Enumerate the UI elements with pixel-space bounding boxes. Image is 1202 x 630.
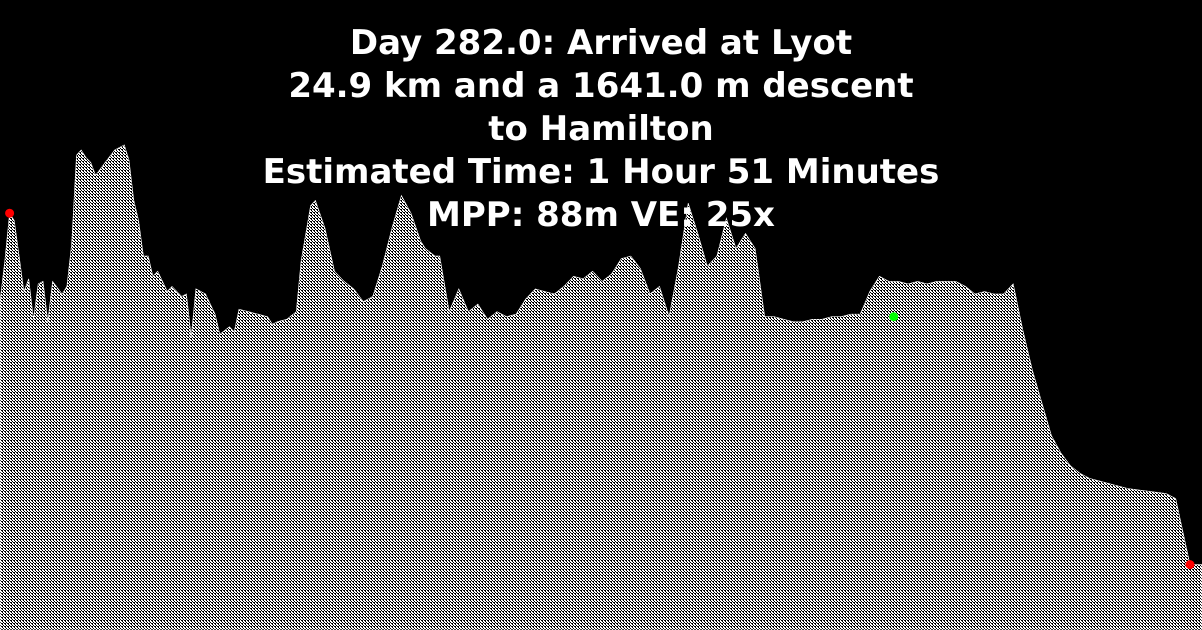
terrain-area: [0, 144, 1202, 630]
marker-layer: [5, 208, 1195, 570]
distance-descent-line: 24.9 km and a 1641.0 m descent: [288, 66, 914, 106]
destination-line: to Hamilton: [488, 109, 714, 149]
estimated-time-line: Estimated Time: 1 Hour 51 Minutes: [262, 152, 940, 192]
day-arrival-title: Day 282.0: Arrived at Lyot: [349, 23, 853, 63]
start-marker: [5, 208, 15, 218]
terrain-layer: [0, 144, 1202, 630]
mid-marker: [889, 312, 899, 322]
end-marker: [1185, 560, 1195, 570]
scale-info-line: MPP: 88m VE: 25x: [427, 195, 775, 235]
route-summary: Day 282.0: Arrived at Lyot 24.9 km and a…: [0, 22, 1202, 237]
